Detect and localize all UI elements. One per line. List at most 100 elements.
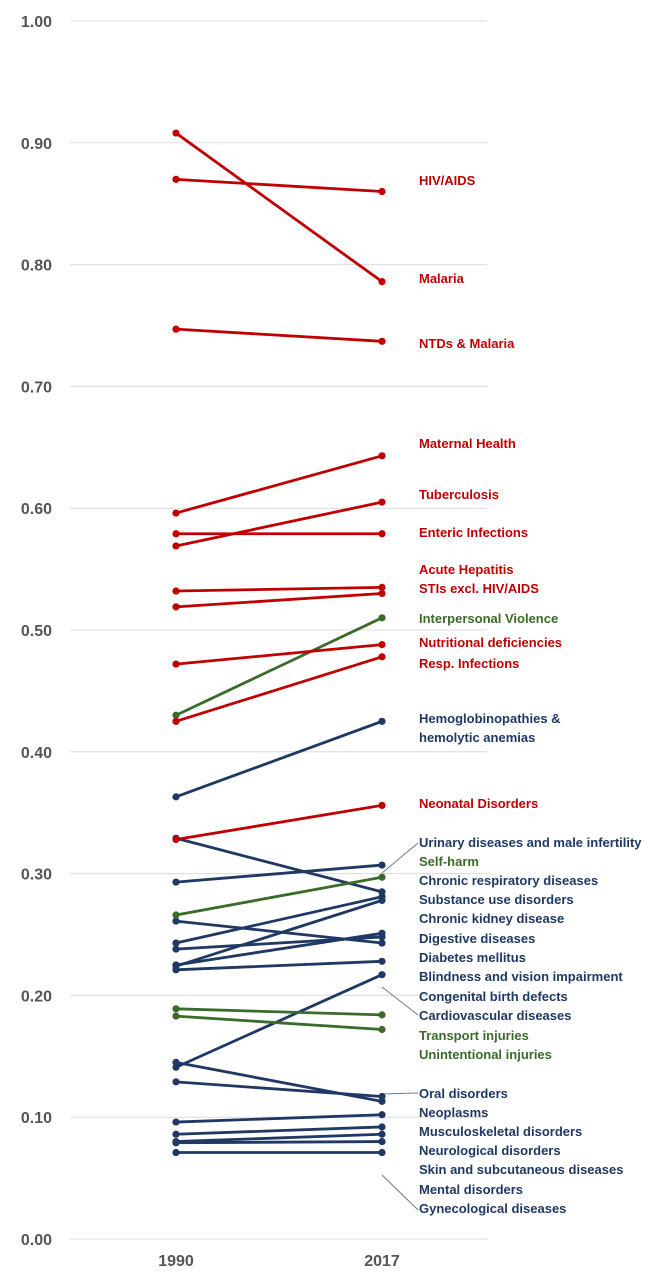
series-label: Chronic kidney disease	[419, 911, 564, 926]
data-point-2017	[378, 187, 386, 196]
label-leader-lines	[381, 842, 419, 1211]
data-point-2017	[378, 896, 386, 904]
series	[172, 1123, 386, 1138]
series-line	[174, 327, 384, 343]
series-label: Digestive diseases	[419, 931, 535, 946]
series	[172, 1078, 386, 1101]
series-label: Resp. Infections	[419, 656, 519, 671]
leader-line	[381, 986, 419, 1016]
series	[172, 861, 386, 886]
data-point-2017	[378, 452, 386, 460]
y-tick-label: 0.60	[21, 501, 52, 518]
series-label: Unintentional injuries	[419, 1047, 552, 1062]
data-point-1990	[172, 1012, 180, 1020]
series-label: Skin and subcutaneous diseases	[419, 1162, 623, 1177]
series	[172, 801, 386, 844]
series-label: Oral disorders	[419, 1086, 508, 1101]
data-point-1990	[172, 911, 180, 919]
series-label: HIV/AIDS	[419, 173, 476, 188]
data-point-1990	[172, 587, 180, 595]
data-point-1990	[172, 1148, 180, 1157]
series-line	[174, 655, 384, 723]
data-point-1990	[172, 325, 180, 333]
series-line	[174, 1014, 384, 1031]
data-point-2017	[378, 861, 386, 869]
series-line	[174, 895, 384, 945]
series-line	[174, 863, 384, 884]
data-point-2017	[378, 1123, 386, 1131]
data-point-2017	[378, 583, 386, 591]
series-label: Musculoskeletal disorders	[419, 1124, 582, 1139]
data-point-1990	[172, 1058, 180, 1066]
series-labels: HIV/AIDS Malaria NTDs & Malaria Maternal He…	[419, 173, 642, 1216]
data-point-1990	[172, 878, 180, 886]
y-tick-label: 0.30	[21, 867, 52, 884]
series	[172, 1111, 386, 1126]
data-point-1990	[172, 1078, 180, 1086]
series-label: Neonatal Disorders	[419, 796, 538, 811]
data-point-1990	[172, 1130, 180, 1138]
data-point-1990	[172, 129, 180, 137]
series-label: Acute Hepatitis	[419, 562, 514, 577]
series-line	[174, 959, 384, 972]
data-point-2017	[378, 1130, 386, 1138]
data-point-1990	[172, 793, 180, 801]
data-point-2017	[378, 1025, 386, 1034]
series	[172, 325, 386, 345]
series-label: Substance use disorders	[419, 892, 574, 907]
series	[172, 583, 386, 595]
data-point-1990	[172, 1139, 180, 1147]
data-point-2017	[378, 1111, 386, 1119]
data-point-2017	[378, 717, 386, 725]
series-line	[174, 875, 384, 917]
data-point-1990	[172, 711, 180, 719]
series-line	[174, 1113, 384, 1124]
series-label: Self-harm	[419, 854, 479, 869]
series-label: Malaria	[419, 271, 465, 286]
series-line	[174, 585, 384, 593]
series-label: Neurological disorders	[419, 1143, 561, 1158]
series-label: Enteric Infections	[419, 525, 528, 540]
series-label: NTDs & Malaria	[419, 336, 515, 351]
series-line	[174, 719, 384, 799]
x-tick-label: 1990	[158, 1253, 194, 1270]
data-point-1990	[172, 1118, 180, 1126]
data-point-2017	[378, 801, 386, 809]
series-line	[174, 616, 384, 717]
data-point-2017	[378, 589, 386, 598]
y-tick-label: 0.80	[21, 258, 52, 275]
data-point-1990	[172, 542, 180, 550]
series	[172, 589, 386, 611]
series	[172, 498, 386, 550]
series	[172, 873, 386, 919]
data-point-1990	[172, 961, 180, 969]
series	[172, 452, 386, 517]
data-point-2017	[378, 337, 386, 345]
x-axis-ticks: 1990 2017	[158, 1253, 400, 1270]
data-point-1990	[172, 945, 180, 953]
y-tick-label: 0.70	[21, 379, 52, 396]
series-label: Chronic respiratory diseases	[419, 873, 598, 888]
series	[172, 641, 386, 668]
series-label: Gynecological diseases	[419, 1201, 566, 1216]
data-point-1990	[172, 603, 180, 611]
series-label: Congenital birth defects	[419, 989, 568, 1004]
series	[172, 1137, 386, 1147]
series	[172, 971, 386, 1071]
series-line	[174, 1125, 384, 1136]
data-point-1990	[172, 175, 180, 183]
series-label: Transport injuries	[419, 1028, 529, 1043]
series-label: Urinary diseases and male infertility	[419, 835, 642, 850]
series	[172, 614, 386, 719]
data-point-2017	[378, 957, 386, 965]
series-label: Maternal Health	[419, 436, 516, 451]
data-point-1990	[172, 1005, 180, 1013]
series-label: Cardiovascular diseases	[419, 1008, 571, 1023]
series	[172, 896, 386, 970]
series-label: Mental disorders	[419, 1182, 523, 1197]
data-point-1990	[172, 530, 180, 538]
y-axis-ticks: 0.00 0.10 0.20 0.30 0.40 0.50 0.60 0.70 0.80 0.90…	[21, 14, 52, 1249]
gridlines	[70, 20, 487, 1240]
series-line	[174, 643, 384, 666]
series-line	[174, 1132, 384, 1143]
